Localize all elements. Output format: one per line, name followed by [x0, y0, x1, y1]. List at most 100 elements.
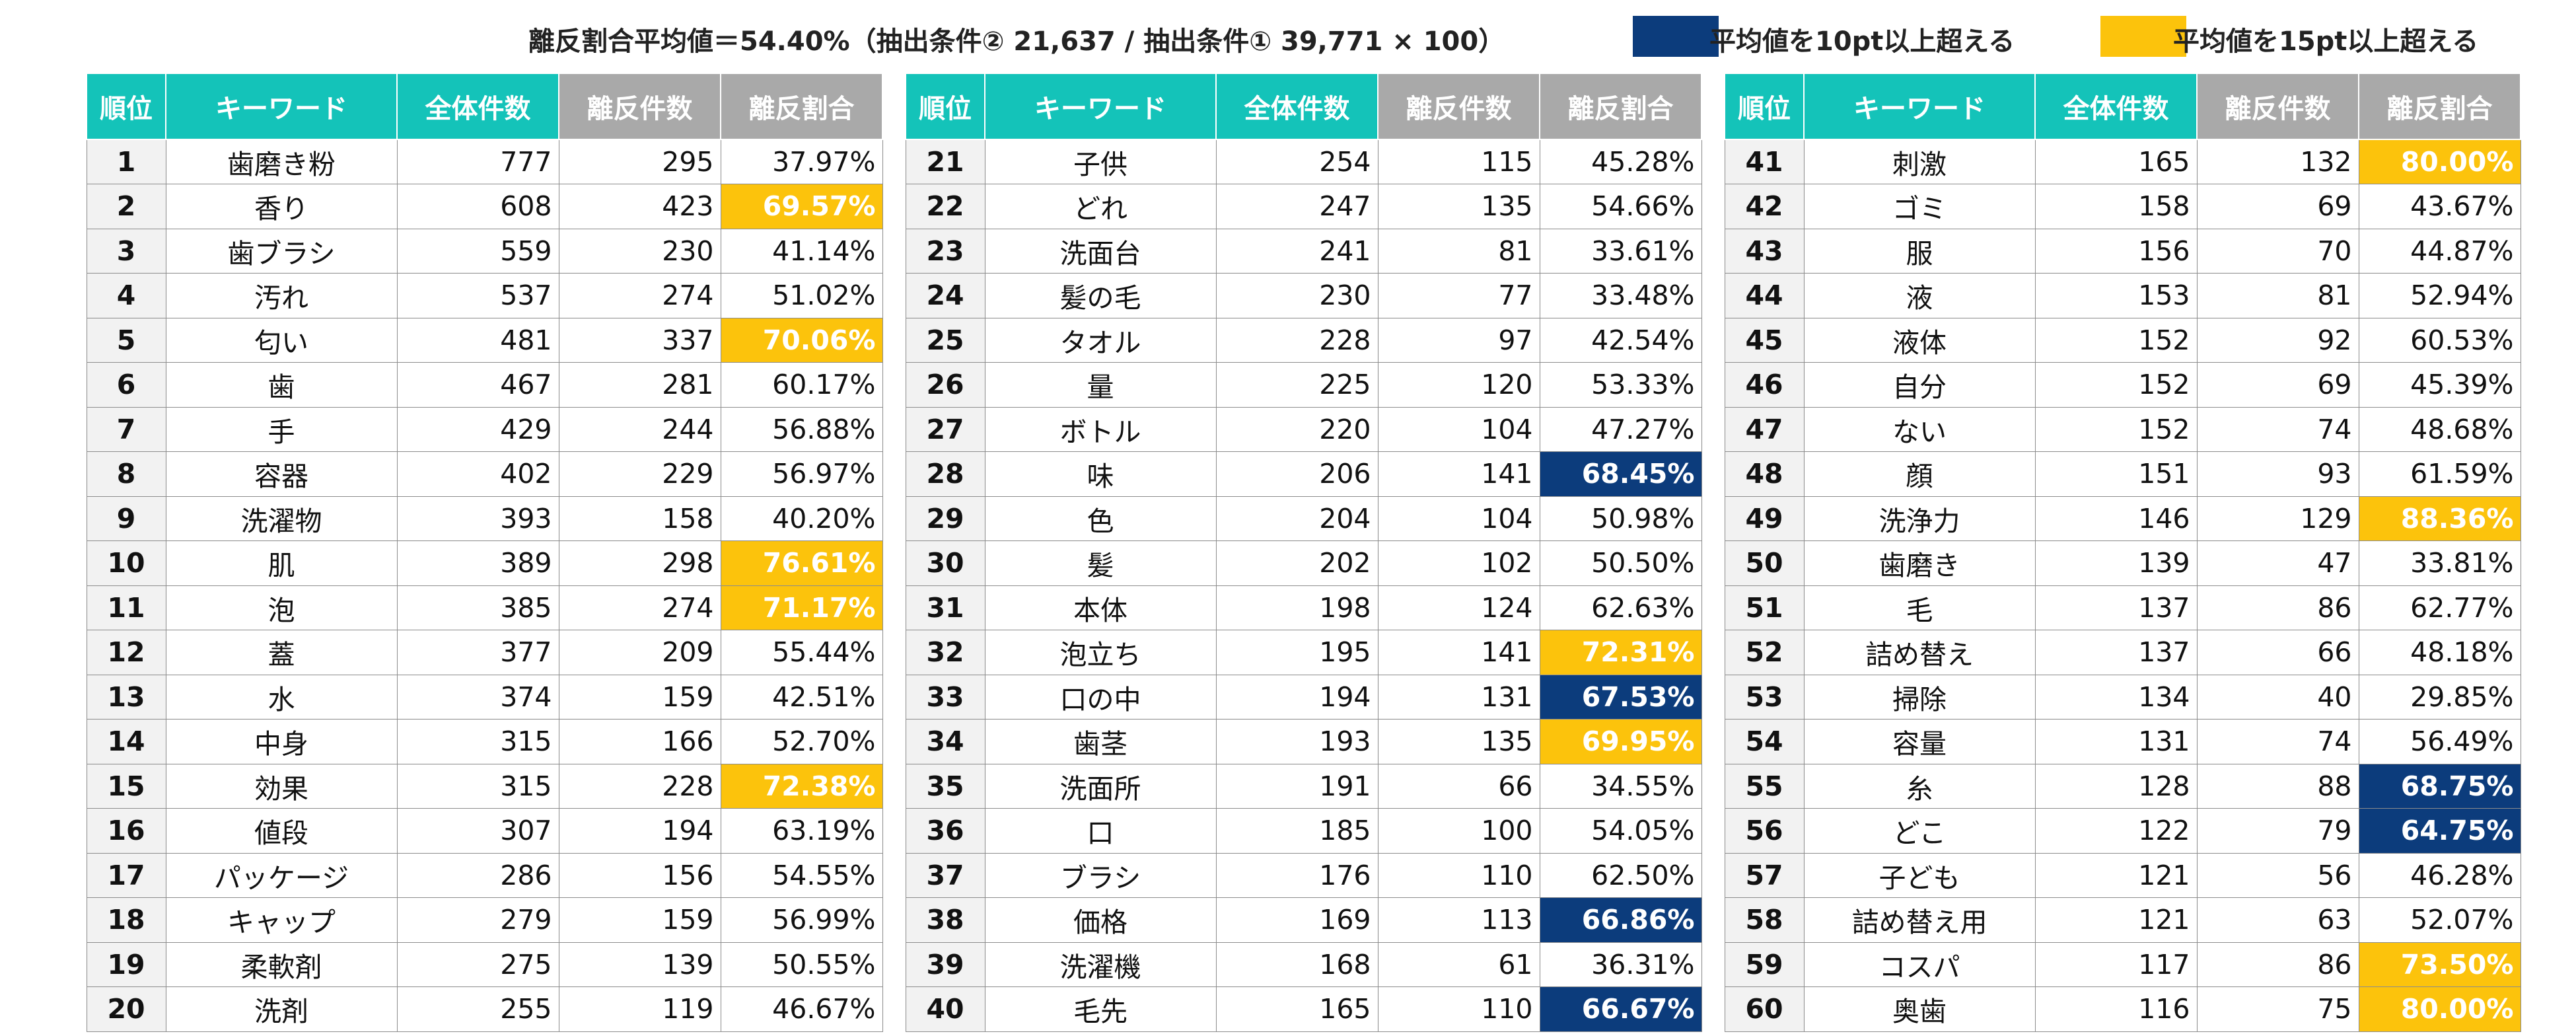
header-rank: 順位	[86, 73, 166, 140]
keyword-cell: 蓋	[165, 630, 398, 675]
header-rank: 順位	[1724, 73, 1805, 140]
keyword-cell: 洗濯機	[984, 942, 1217, 987]
keyword-cell: 口の中	[984, 674, 1217, 720]
total-count-cell: 137	[2034, 630, 2198, 675]
churn-rate-cell: 44.87%	[2358, 228, 2521, 274]
table-row: 17 パッケージ 286 156 54.55%	[86, 852, 883, 898]
table-row: 23 洗面台 241 81 33.61%	[905, 228, 1702, 274]
legend-label-yellow: 平均値を15pt以上超える	[2173, 26, 2479, 57]
header-rank: 順位	[905, 73, 985, 140]
churn-rate-cell: 62.50%	[1539, 852, 1702, 898]
churn-count-cell: 100	[1377, 808, 1540, 854]
churn-rate-cell: 50.50%	[1539, 540, 1702, 586]
table-row: 60 奥歯 116 75 80.00%	[1724, 986, 2521, 1032]
table-row: 41 刺激 165 132 80.00%	[1724, 139, 2521, 184]
keyword-cell: 刺激	[1803, 139, 2036, 184]
rank-cell: 11	[86, 585, 166, 630]
churn-rate-cell: 47.27%	[1539, 406, 1702, 452]
keyword-cell: 詰め替え	[1803, 630, 2036, 675]
keyword-cell: 手	[165, 406, 398, 452]
churn-count-cell: 139	[558, 942, 721, 987]
total-count-cell: 402	[396, 451, 559, 497]
total-count-cell: 117	[2034, 942, 2198, 987]
table-row: 20 洗剤 255 119 46.67%	[86, 986, 883, 1032]
churn-rate-cell: 53.33%	[1539, 362, 1702, 408]
keyword-cell: 顔	[1803, 451, 2036, 497]
rank-cell: 55	[1724, 763, 1805, 809]
table-row: 27 ボトル 220 104 47.27%	[905, 406, 1702, 452]
header-total: 全体件数	[396, 73, 559, 140]
churn-count-cell: 132	[2196, 139, 2359, 184]
total-count-cell: 165	[1215, 986, 1378, 1032]
churn-rate-cell: 56.97%	[720, 451, 883, 497]
keyword-cell: 洗剤	[165, 986, 398, 1032]
churn-count-cell: 274	[558, 273, 721, 318]
keyword-cell: 服	[1803, 228, 2036, 274]
churn-count-cell: 104	[1377, 496, 1540, 541]
churn-rate-cell: 52.94%	[2358, 273, 2521, 318]
rank-cell: 21	[905, 139, 985, 184]
table-row: 38 価格 169 113 66.86%	[905, 897, 1702, 943]
churn-rate-cell: 36.31%	[1539, 942, 1702, 987]
table-row: 35 洗面所 191 66 34.55%	[905, 763, 1702, 809]
churn-rate-cell: 64.75%	[2358, 808, 2521, 854]
rank-cell: 32	[905, 630, 985, 675]
keyword-cell: 液	[1803, 273, 2036, 318]
rank-cell: 35	[905, 763, 985, 809]
keyword-cell: 香り	[165, 184, 398, 229]
keyword-cell: コスパ	[1803, 942, 2036, 987]
table-row: 14 中身 315 166 52.70%	[86, 719, 883, 764]
churn-count-cell: 92	[2196, 317, 2359, 363]
churn-rate-cell: 60.17%	[720, 362, 883, 408]
total-count-cell: 152	[2034, 317, 2198, 363]
churn-count-cell: 110	[1377, 852, 1540, 898]
total-count-cell: 131	[2034, 719, 2198, 764]
churn-rate-cell: 42.54%	[1539, 317, 1702, 363]
rank-cell: 38	[905, 897, 985, 943]
churn-rate-cell: 68.75%	[2358, 763, 2521, 809]
churn-count-cell: 135	[1377, 719, 1540, 764]
total-count-cell: 255	[396, 986, 559, 1032]
total-count-cell: 241	[1215, 228, 1378, 274]
total-count-cell: 137	[2034, 585, 2198, 630]
total-count-cell: 195	[1215, 630, 1378, 675]
churn-count-cell: 120	[1377, 362, 1540, 408]
table-row: 59 コスパ 117 86 73.50%	[1724, 942, 2521, 987]
table-row: 16 値段 307 194 63.19%	[86, 808, 883, 854]
table-row: 42 ゴミ 158 69 43.67%	[1724, 184, 2521, 229]
churn-count-cell: 141	[1377, 451, 1540, 497]
rank-cell: 49	[1724, 496, 1805, 541]
churn-count-cell: 298	[558, 540, 721, 586]
header-rate: 離反割合	[720, 73, 883, 140]
header-keyword: キーワード	[165, 73, 398, 140]
churn-count-cell: 81	[2196, 273, 2359, 318]
churn-count-cell: 61	[1377, 942, 1540, 987]
total-count-cell: 202	[1215, 540, 1378, 586]
rank-cell: 43	[1724, 228, 1805, 274]
keyword-cell: 汚れ	[165, 273, 398, 318]
churn-rate-cell: 37.97%	[720, 139, 883, 184]
table-row: 49 洗浄力 146 129 88.36%	[1724, 496, 2521, 541]
churn-rate-cell: 55.44%	[720, 630, 883, 675]
rank-cell: 48	[1724, 451, 1805, 497]
churn-count-cell: 81	[1377, 228, 1540, 274]
churn-rate-cell: 48.18%	[2358, 630, 2521, 675]
keyword-cell: ゴミ	[1803, 184, 2036, 229]
churn-rate-cell: 70.06%	[720, 317, 883, 363]
total-count-cell: 152	[2034, 406, 2198, 452]
total-count-cell: 275	[396, 942, 559, 987]
rank-cell: 18	[86, 897, 166, 943]
churn-count-cell: 102	[1377, 540, 1540, 586]
keyword-cell: 子供	[984, 139, 1217, 184]
total-count-cell: 315	[396, 719, 559, 764]
churn-count-cell: 131	[1377, 674, 1540, 720]
keyword-cell: タオル	[984, 317, 1217, 363]
keyword-cell: 洗面所	[984, 763, 1217, 809]
table-row: 51 毛 137 86 62.77%	[1724, 585, 2521, 630]
table-row: 6 歯 467 281 60.17%	[86, 362, 883, 408]
table-row: 55 糸 128 88 68.75%	[1724, 763, 2521, 809]
header-churn: 離反件数	[558, 73, 721, 140]
table-row: 18 キャップ 279 159 56.99%	[86, 897, 883, 943]
total-count-cell: 139	[2034, 540, 2198, 586]
keyword-cell: 本体	[984, 585, 1217, 630]
